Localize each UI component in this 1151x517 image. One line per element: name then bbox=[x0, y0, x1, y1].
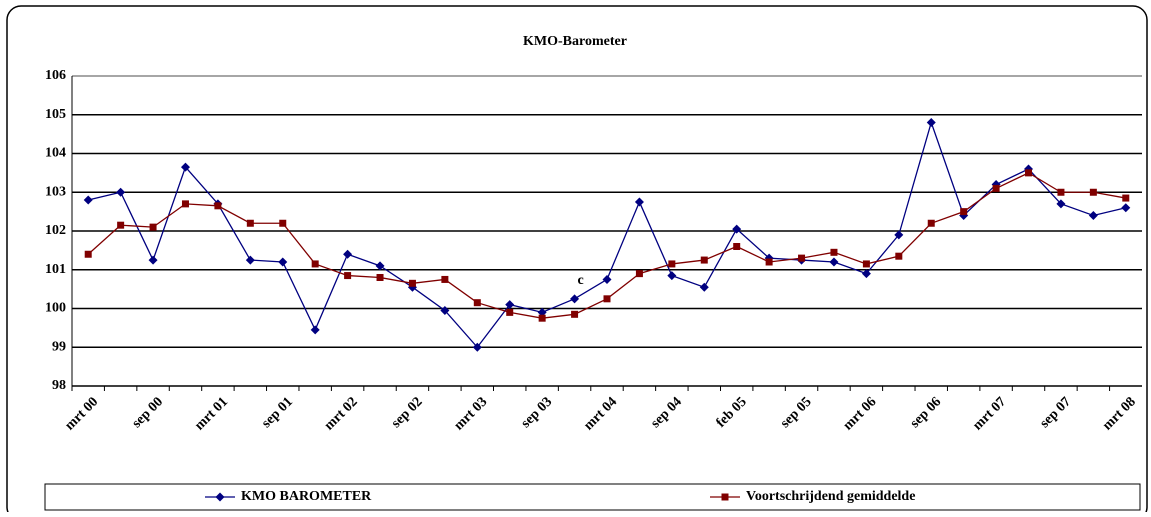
marker bbox=[311, 260, 319, 268]
marker bbox=[117, 221, 125, 229]
marker bbox=[798, 254, 806, 262]
marker bbox=[376, 274, 384, 281]
marker bbox=[408, 279, 416, 287]
legend-label: KMO BAROMETER bbox=[241, 489, 372, 504]
marker bbox=[214, 202, 222, 210]
marker bbox=[472, 342, 482, 352]
marker bbox=[245, 255, 255, 265]
marker bbox=[765, 258, 773, 266]
marker bbox=[344, 272, 352, 280]
y-tick-label: 104 bbox=[45, 146, 66, 161]
marker bbox=[1089, 188, 1097, 196]
marker bbox=[667, 271, 677, 281]
annotation: c bbox=[577, 273, 583, 288]
marker bbox=[506, 308, 514, 316]
y-tick-label: 100 bbox=[45, 301, 66, 316]
marker bbox=[181, 200, 189, 208]
y-tick-label: 98 bbox=[52, 378, 66, 393]
marker bbox=[570, 294, 580, 304]
marker bbox=[343, 249, 353, 259]
marker bbox=[279, 219, 287, 227]
y-tick-label: 102 bbox=[45, 223, 66, 238]
marker bbox=[246, 219, 254, 227]
marker bbox=[278, 257, 288, 267]
marker bbox=[83, 195, 93, 205]
marker bbox=[1056, 199, 1066, 209]
marker bbox=[895, 252, 903, 260]
marker bbox=[668, 260, 676, 268]
marker bbox=[699, 282, 709, 292]
marker bbox=[634, 197, 644, 207]
legend-label: Voortschrijdend gemiddelde bbox=[746, 489, 915, 504]
marker bbox=[927, 219, 935, 227]
chart-frame bbox=[6, 5, 1148, 517]
marker bbox=[721, 493, 729, 501]
marker bbox=[1121, 203, 1131, 213]
marker bbox=[862, 260, 870, 268]
marker bbox=[635, 270, 643, 278]
marker bbox=[538, 314, 546, 322]
marker bbox=[149, 223, 157, 231]
y-tick-label: 103 bbox=[45, 184, 66, 199]
marker bbox=[1057, 188, 1065, 196]
marker bbox=[441, 275, 449, 283]
marker bbox=[537, 307, 547, 317]
marker bbox=[505, 300, 515, 310]
marker bbox=[440, 305, 450, 315]
y-tick-label: 106 bbox=[45, 68, 66, 83]
marker bbox=[473, 299, 481, 307]
marker bbox=[603, 295, 611, 303]
marker bbox=[700, 256, 708, 264]
marker bbox=[215, 492, 225, 502]
marker bbox=[960, 208, 968, 216]
y-tick-label: 99 bbox=[52, 339, 66, 354]
marker bbox=[375, 261, 385, 271]
marker bbox=[1025, 169, 1033, 177]
marker bbox=[732, 224, 742, 234]
y-tick-label: 101 bbox=[45, 262, 66, 277]
marker bbox=[1122, 194, 1130, 202]
marker bbox=[733, 243, 741, 250]
marker bbox=[180, 162, 190, 172]
marker bbox=[992, 184, 1000, 192]
marker bbox=[84, 250, 92, 258]
marker bbox=[571, 310, 579, 318]
marker bbox=[310, 325, 320, 335]
marker bbox=[926, 118, 936, 127]
marker bbox=[116, 187, 126, 197]
y-tick-label: 105 bbox=[45, 107, 66, 122]
marker bbox=[829, 257, 839, 267]
chart-title: KMO-Barometer bbox=[523, 34, 627, 49]
marker bbox=[1088, 211, 1098, 220]
marker bbox=[894, 230, 904, 240]
marker bbox=[830, 248, 838, 256]
marker bbox=[861, 269, 871, 279]
marker bbox=[602, 274, 612, 284]
marker bbox=[148, 255, 158, 265]
